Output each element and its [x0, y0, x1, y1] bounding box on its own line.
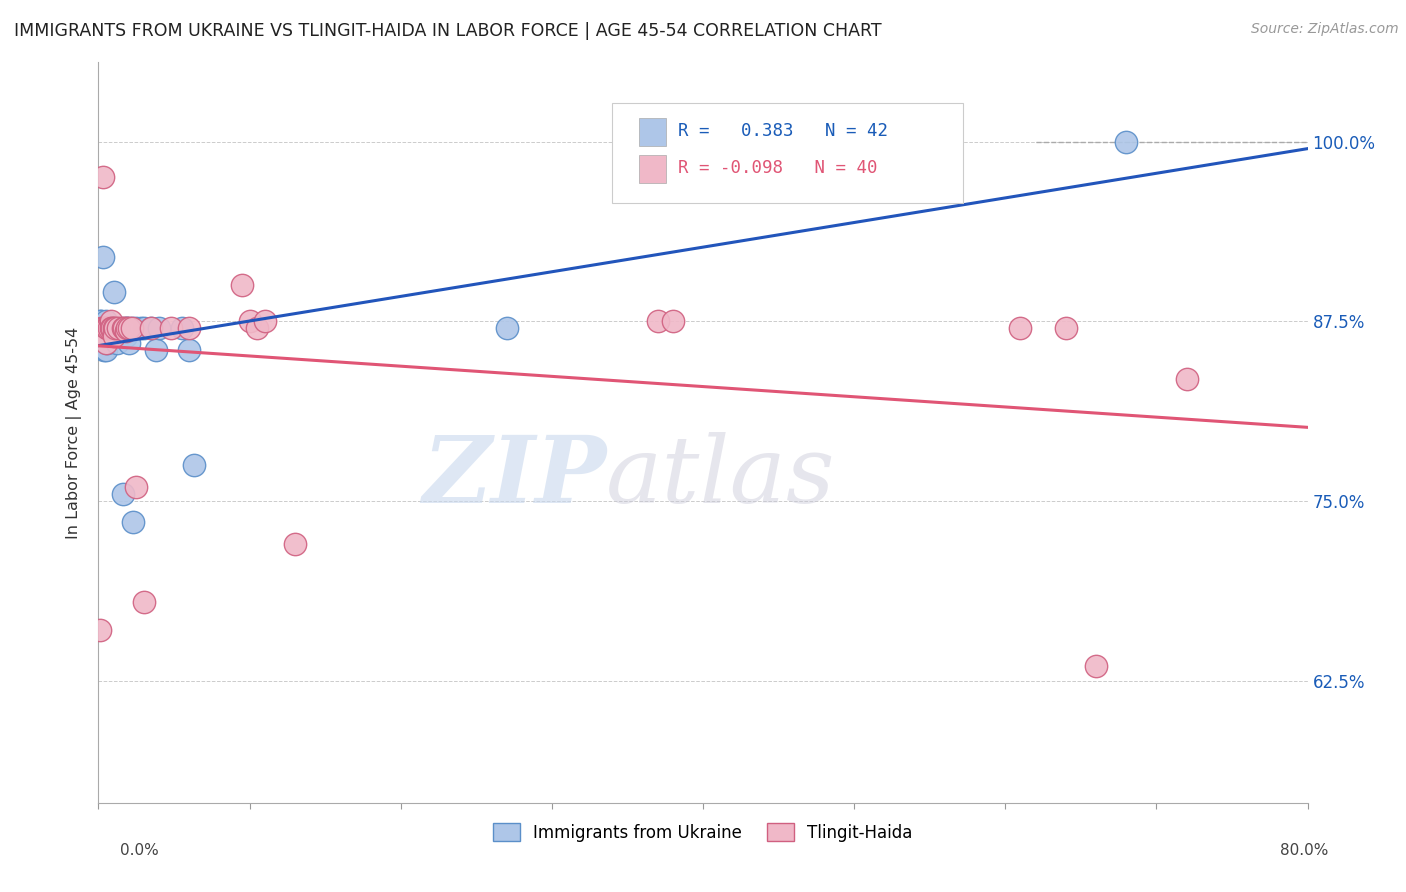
Point — [93, 328, 115, 343]
Text: IMMIGRANTS FROM UKRAINE VS TLINGIT-HAIDA IN LABOR FORCE | AGE 45-54 CORRELATION : IMMIGRANTS FROM UKRAINE VS TLINGIT-HAIDA… — [14, 22, 882, 40]
Point — [90, 314, 112, 328]
Point — [125, 321, 148, 335]
Point — [132, 594, 155, 608]
Bar — [638, 118, 665, 146]
Point — [100, 314, 122, 328]
Point — [103, 328, 125, 343]
Point — [647, 314, 669, 328]
Point — [93, 321, 115, 335]
Point — [183, 458, 205, 472]
Point — [253, 314, 276, 328]
Point — [93, 321, 115, 335]
Point — [125, 479, 148, 493]
Point — [141, 321, 163, 335]
Point — [114, 324, 136, 338]
Point — [179, 321, 201, 335]
Point — [107, 321, 129, 335]
Point — [96, 321, 118, 335]
Point — [495, 321, 517, 335]
Point — [94, 335, 117, 350]
Point — [1010, 321, 1032, 335]
Point — [105, 335, 128, 350]
Point — [121, 321, 143, 335]
Point — [661, 314, 683, 328]
Point — [91, 170, 114, 185]
Point — [101, 321, 124, 335]
Point — [104, 321, 127, 335]
Point — [93, 343, 115, 357]
Point — [231, 278, 253, 293]
Point — [96, 321, 118, 335]
Text: R =   0.383   N = 42: R = 0.383 N = 42 — [678, 122, 887, 140]
Point — [111, 321, 134, 335]
Point — [94, 321, 117, 335]
Point — [101, 321, 124, 335]
Point — [103, 321, 125, 335]
Point — [91, 321, 114, 335]
Text: 80.0%: 80.0% — [1281, 843, 1329, 858]
Y-axis label: In Labor Force | Age 45-54: In Labor Force | Age 45-54 — [66, 326, 83, 539]
Point — [107, 321, 129, 335]
Text: atlas: atlas — [606, 432, 835, 522]
Point — [98, 321, 121, 335]
Point — [96, 321, 118, 335]
Point — [1175, 372, 1198, 386]
Point — [100, 321, 122, 335]
Point — [98, 321, 121, 335]
Point — [141, 321, 163, 335]
Point — [103, 321, 125, 335]
FancyBboxPatch shape — [613, 103, 963, 203]
Point — [148, 321, 170, 335]
Point — [114, 328, 136, 343]
Point — [104, 321, 127, 335]
Point — [91, 250, 114, 264]
Point — [91, 321, 114, 335]
Point — [98, 321, 121, 335]
Point — [89, 314, 111, 328]
Point — [1085, 659, 1108, 673]
Point — [96, 335, 118, 350]
Point — [112, 321, 135, 335]
Point — [122, 516, 145, 530]
Point — [1054, 321, 1077, 335]
Point — [246, 321, 269, 335]
Point — [1115, 135, 1137, 149]
Point — [111, 486, 134, 500]
Point — [118, 321, 141, 335]
Point — [170, 321, 193, 335]
Point — [145, 343, 167, 357]
Point — [90, 321, 112, 335]
Point — [129, 321, 152, 335]
Point — [132, 321, 155, 335]
Point — [94, 321, 117, 335]
Point — [160, 321, 183, 335]
Point — [179, 343, 201, 357]
Point — [105, 321, 128, 335]
Point — [91, 328, 114, 343]
Point — [94, 343, 117, 357]
Point — [239, 314, 262, 328]
Point — [118, 335, 141, 350]
Point — [110, 321, 132, 335]
Point — [94, 314, 117, 328]
Text: 0.0%: 0.0% — [120, 843, 159, 858]
Point — [121, 321, 143, 335]
Point — [89, 624, 111, 638]
Point — [115, 321, 138, 335]
Bar — [638, 155, 665, 183]
Point — [114, 321, 136, 335]
Point — [284, 537, 307, 551]
Legend: Immigrants from Ukraine, Tlingit-Haida: Immigrants from Ukraine, Tlingit-Haida — [485, 815, 921, 850]
Text: Source: ZipAtlas.com: Source: ZipAtlas.com — [1251, 22, 1399, 37]
Text: ZIP: ZIP — [422, 432, 606, 522]
Text: R = -0.098   N = 40: R = -0.098 N = 40 — [678, 160, 877, 178]
Point — [115, 321, 138, 335]
Point — [100, 321, 122, 335]
Point — [98, 321, 121, 335]
Point — [103, 285, 125, 300]
